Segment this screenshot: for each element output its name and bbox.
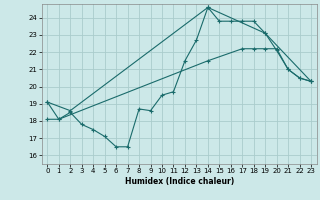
X-axis label: Humidex (Indice chaleur): Humidex (Indice chaleur) xyxy=(124,177,234,186)
